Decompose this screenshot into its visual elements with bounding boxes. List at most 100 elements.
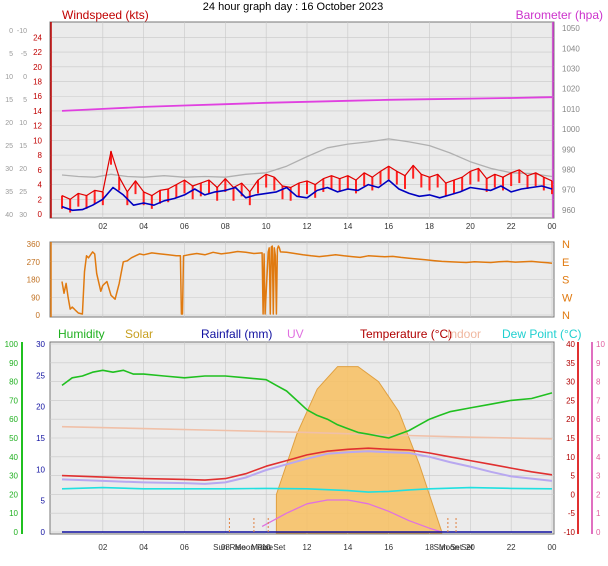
uv-tick-label: 6: [596, 415, 601, 424]
direction-tick-label: 180: [27, 276, 41, 285]
temperature-x-tick-label: 20: [466, 543, 475, 552]
compass-label: N: [562, 310, 570, 322]
windspeed-tick-label: 0: [38, 210, 43, 219]
temperature-x-tick-label: 06: [180, 543, 189, 552]
windspeed-series-line: [61, 150, 553, 200]
temperature-tick-label: 10: [566, 453, 575, 462]
wind-average-series-line: [61, 179, 553, 212]
direction-tick-label: 0: [36, 311, 41, 320]
barometer-axis-label: Barometer (hpa): [516, 8, 603, 22]
windchill-tick-label: 25: [19, 189, 27, 196]
windspeed-outer-tick-label: 20: [5, 120, 13, 127]
humidity-tick-label: 80: [9, 378, 18, 387]
windspeed-tick-label: 24: [33, 33, 42, 42]
windspeed-tick-label: 6: [38, 166, 43, 175]
windspeed-tick-label: 16: [33, 92, 42, 101]
uv-tick-label: 4: [596, 453, 601, 462]
humidity-tick-label: 90: [9, 359, 18, 368]
uv-tick-label: 8: [596, 378, 601, 387]
temperature-tick-label: 40: [566, 340, 575, 349]
windspeed-outer-tick-label: 15: [5, 97, 13, 104]
wind-x-tick-label: 22: [507, 222, 516, 231]
legend-humidity: Humidity: [58, 327, 105, 341]
wind-x-tick-label: 16: [384, 222, 393, 231]
windspeed-axis-label: Windspeed (kts): [62, 8, 149, 22]
wind-x-tick-label: 02: [98, 222, 107, 231]
windspeed-outer-tick-label: 35: [5, 189, 13, 196]
windchill-tick-label: 0: [23, 74, 27, 81]
windspeed-outer-tick-label: 5: [9, 51, 13, 58]
temperature-x-tick-label: 10: [262, 543, 271, 552]
compass-label: N: [562, 239, 570, 251]
uv-series-line: [261, 499, 442, 533]
barometer-tick-label: 1040: [562, 44, 580, 53]
barometer-tick-label: 970: [562, 186, 576, 195]
windspeed-tick-label: 18: [33, 78, 42, 87]
humidity-tick-label: 0: [14, 528, 19, 537]
barometer-tick-label: 990: [562, 145, 576, 154]
barometer-tick-label: 1000: [562, 125, 580, 134]
temperature-x-tick-label: 18: [425, 543, 434, 552]
uv-tick-label: 5: [596, 434, 601, 443]
uv-tick-label: 0: [596, 528, 601, 537]
legend-indoor: Indoor: [447, 327, 481, 341]
windchill-tick-label: 5: [23, 97, 27, 104]
windspeed-tick-label: 20: [33, 63, 42, 72]
wind-x-tick-label: 00: [548, 222, 557, 231]
wind-x-tick-label: 08: [221, 222, 230, 231]
barometer-tick-label: 1020: [562, 85, 580, 94]
legend-rainfall: Rainfall (mm): [201, 327, 272, 341]
heat-index-series-line: [61, 450, 553, 485]
uv-tick-label: 7: [596, 396, 601, 405]
uv-tick-label: 3: [596, 472, 601, 481]
event-label: Sun Set: [434, 543, 463, 552]
temperature-x-tick-label: 16: [384, 543, 393, 552]
temperature-x-tick-label: 14: [343, 543, 352, 552]
compass-label: W: [562, 292, 573, 304]
wind-x-tick-label: 06: [180, 222, 189, 231]
windchill-tick-label: -5: [21, 51, 27, 58]
temperature-tick-label: 5: [571, 472, 576, 481]
windspeed-outer-tick-label: 30: [5, 166, 13, 173]
barometer-tick-label: 1010: [562, 105, 580, 114]
windspeed-tick-label: 12: [33, 122, 42, 131]
wind-x-tick-label: 12: [303, 222, 312, 231]
uv-tick-label: 2: [596, 490, 601, 499]
temperature-x-tick-label: 02: [98, 543, 107, 552]
wind-x-tick-label: 10: [262, 222, 271, 231]
event-label: Moon Set: [251, 543, 286, 552]
wind-direction-series-line: [61, 245, 553, 315]
windchill-tick-label: 15: [19, 143, 27, 150]
event-label: Sun Rise: [213, 543, 246, 552]
wind-x-tick-label: 14: [343, 222, 352, 231]
humidity-tick-label: 40: [9, 453, 18, 462]
temperature-tick-label: 0: [571, 490, 576, 499]
rainfall-tick-label: 10: [36, 465, 45, 474]
windchill-tick-label: 30: [19, 212, 27, 219]
humidity-tick-label: 10: [9, 509, 18, 518]
temperature-tick-label: 15: [566, 434, 575, 443]
direction-tick-label: 90: [31, 293, 40, 302]
barometer-tick-label: 1030: [562, 64, 580, 73]
legend-solar: Solar: [125, 327, 153, 341]
rainfall-tick-label: 15: [36, 434, 45, 443]
windspeed-tick-label: 8: [38, 151, 43, 160]
legend-temperature: Temperature (°C): [360, 327, 452, 341]
temperature-tick-label: 25: [566, 396, 575, 405]
windspeed-outer-tick-label: 0: [9, 28, 13, 35]
wind-x-tick-label: 04: [139, 222, 148, 231]
temperature-x-tick-label: 04: [139, 543, 148, 552]
uv-tick-label: 1: [596, 509, 601, 518]
wind-panel: 0246810121416182022240510152025303540-10…: [5, 21, 580, 231]
windspeed-outer-tick-label: 40: [5, 212, 13, 219]
windchill-tick-label: -10: [17, 28, 27, 35]
windchill-tick-label: 10: [19, 120, 27, 127]
direction-tick-label: 270: [27, 258, 41, 267]
windchill-tick-label: 20: [19, 166, 27, 173]
graph-title: 24 hour graph day : 16 October 2023: [203, 1, 383, 13]
temperature-legend: Humidity Solar Rainfall (mm) UV Temperat…: [58, 327, 581, 341]
compass-label: S: [562, 275, 569, 287]
windspeed-tick-label: 22: [33, 48, 42, 57]
